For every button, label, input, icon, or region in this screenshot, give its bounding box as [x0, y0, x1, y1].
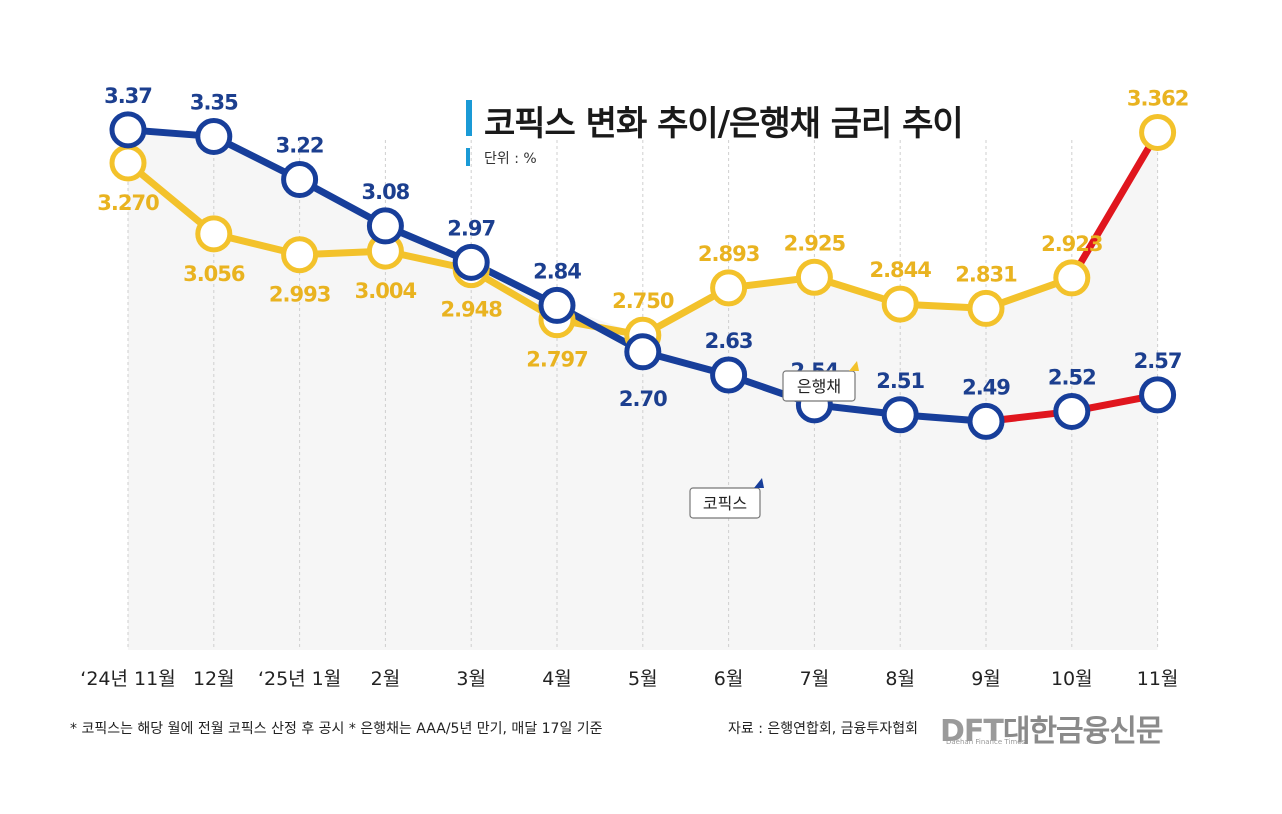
bank-bond-point — [281, 236, 319, 274]
x-tick-label: ‘24년 11월 — [80, 668, 175, 690]
bank-bond-line-segment — [124, 159, 218, 238]
bank-bond-data-label: 3.004 — [355, 279, 417, 303]
kofix-data-label: 2.84 — [533, 259, 581, 283]
legend-callout-kofix-pointer — [754, 478, 764, 488]
legend-callout-bank-bond-pointer — [849, 361, 859, 371]
kofix-data-label: 2.57 — [1134, 349, 1182, 373]
legend-callout-bank-bond-text: 은행채 — [797, 377, 841, 396]
bank-bond-data-label: 3.270 — [97, 191, 159, 215]
bank-bond-point — [195, 215, 233, 253]
publisher-logo: DFT대한금융신문 — [940, 714, 1163, 749]
legend-callout-bank-bond: 은행채 — [782, 361, 859, 402]
kofix-data-label: 2.49 — [962, 375, 1010, 399]
bank-bond-line-segment — [1068, 128, 1162, 282]
x-tick-label: 4월 — [542, 668, 572, 690]
x-tick-label: 11월 — [1137, 668, 1179, 690]
bank-bond-point — [710, 269, 748, 307]
kofix-point — [452, 243, 490, 281]
bank-bond-data-label: 2.993 — [269, 283, 330, 307]
kofix-data-label: 2.63 — [705, 329, 753, 353]
bank-bond-point — [1139, 113, 1177, 151]
kofix-point — [881, 396, 919, 434]
bank-bond-data-label: 2.923 — [1041, 232, 1102, 256]
publisher-logo-subtitle: Daehan Finance Times — [946, 738, 1026, 746]
kofix-data-label: 2.52 — [1048, 365, 1096, 389]
legend-callout-kofix-text: 코픽스 — [703, 494, 747, 513]
kofix-point — [1139, 376, 1177, 414]
bank-bond-point — [109, 144, 147, 182]
bank-bond-point — [967, 289, 1005, 327]
bank-bond-data-label: 3.056 — [183, 262, 245, 286]
chart-title: 코픽스 변화 추이/은행채 금리 추이 — [484, 104, 964, 144]
x-tick-label: 7월 — [800, 668, 830, 690]
x-tick-label: 5월 — [628, 668, 658, 690]
kofix-point — [624, 333, 662, 371]
x-tick-label: 10월 — [1051, 668, 1093, 690]
x-tick-label: 12월 — [193, 668, 235, 690]
kofix-data-label: 2.97 — [447, 216, 495, 240]
bank-bond-data-label: 2.831 — [955, 262, 1017, 286]
kofix-point — [366, 207, 404, 245]
kofix-point — [967, 402, 1005, 440]
bank-bond-data-label: 2.750 — [612, 289, 674, 313]
unit-label: 단위 : % — [484, 151, 537, 167]
legend-callout-kofix-box — [689, 487, 761, 519]
bank-bond-data-label: 2.893 — [698, 242, 759, 266]
bank-bond-point — [795, 258, 833, 296]
x-tick-label: 6월 — [714, 668, 744, 690]
kofix-point — [538, 286, 576, 324]
kofix-data-label: 2.51 — [876, 369, 924, 393]
kofix-data-label: 3.22 — [276, 134, 324, 158]
kofix-data-label: 3.08 — [361, 180, 409, 204]
x-tick-label: 2월 — [371, 668, 401, 690]
bank-bond-data-label: 2.925 — [784, 231, 846, 255]
bank-bond-point — [1053, 259, 1091, 297]
source-note: 자료 : 은행연합회, 금융투자협회 — [728, 721, 918, 737]
x-tick-label: 9월 — [971, 668, 1001, 690]
kofix-point — [109, 111, 147, 149]
kofix-point — [195, 117, 233, 155]
x-tick-label: ‘25년 1월 — [258, 668, 341, 690]
kofix-data-label: 3.35 — [190, 90, 238, 114]
kofix-data-label: 3.37 — [104, 84, 152, 108]
x-tick-label: 3월 — [456, 668, 486, 690]
bank-bond-data-label: 2.797 — [526, 348, 587, 372]
title-accent-bar — [466, 100, 472, 136]
legend-callout-kofix: 코픽스 — [689, 478, 764, 519]
kofix-point — [1053, 392, 1091, 430]
bank-bond-data-label: 3.362 — [1127, 86, 1188, 110]
x-tick-label: 8월 — [885, 668, 915, 690]
bank-bond-data-label: 2.844 — [869, 258, 931, 282]
kofix-point — [710, 356, 748, 394]
bank-bond-data-label: 2.948 — [440, 298, 502, 322]
kofix-data-label: 2.70 — [619, 387, 667, 411]
kofix-point — [281, 161, 319, 199]
unit-accent-bar — [466, 148, 470, 166]
footnote: * 코픽스는 해당 월에 전월 코픽스 산정 후 공시 * 은행채는 AAA/5… — [70, 721, 603, 737]
legend-callout-bank-bond-box — [782, 370, 856, 402]
bank-bond-point — [881, 285, 919, 323]
